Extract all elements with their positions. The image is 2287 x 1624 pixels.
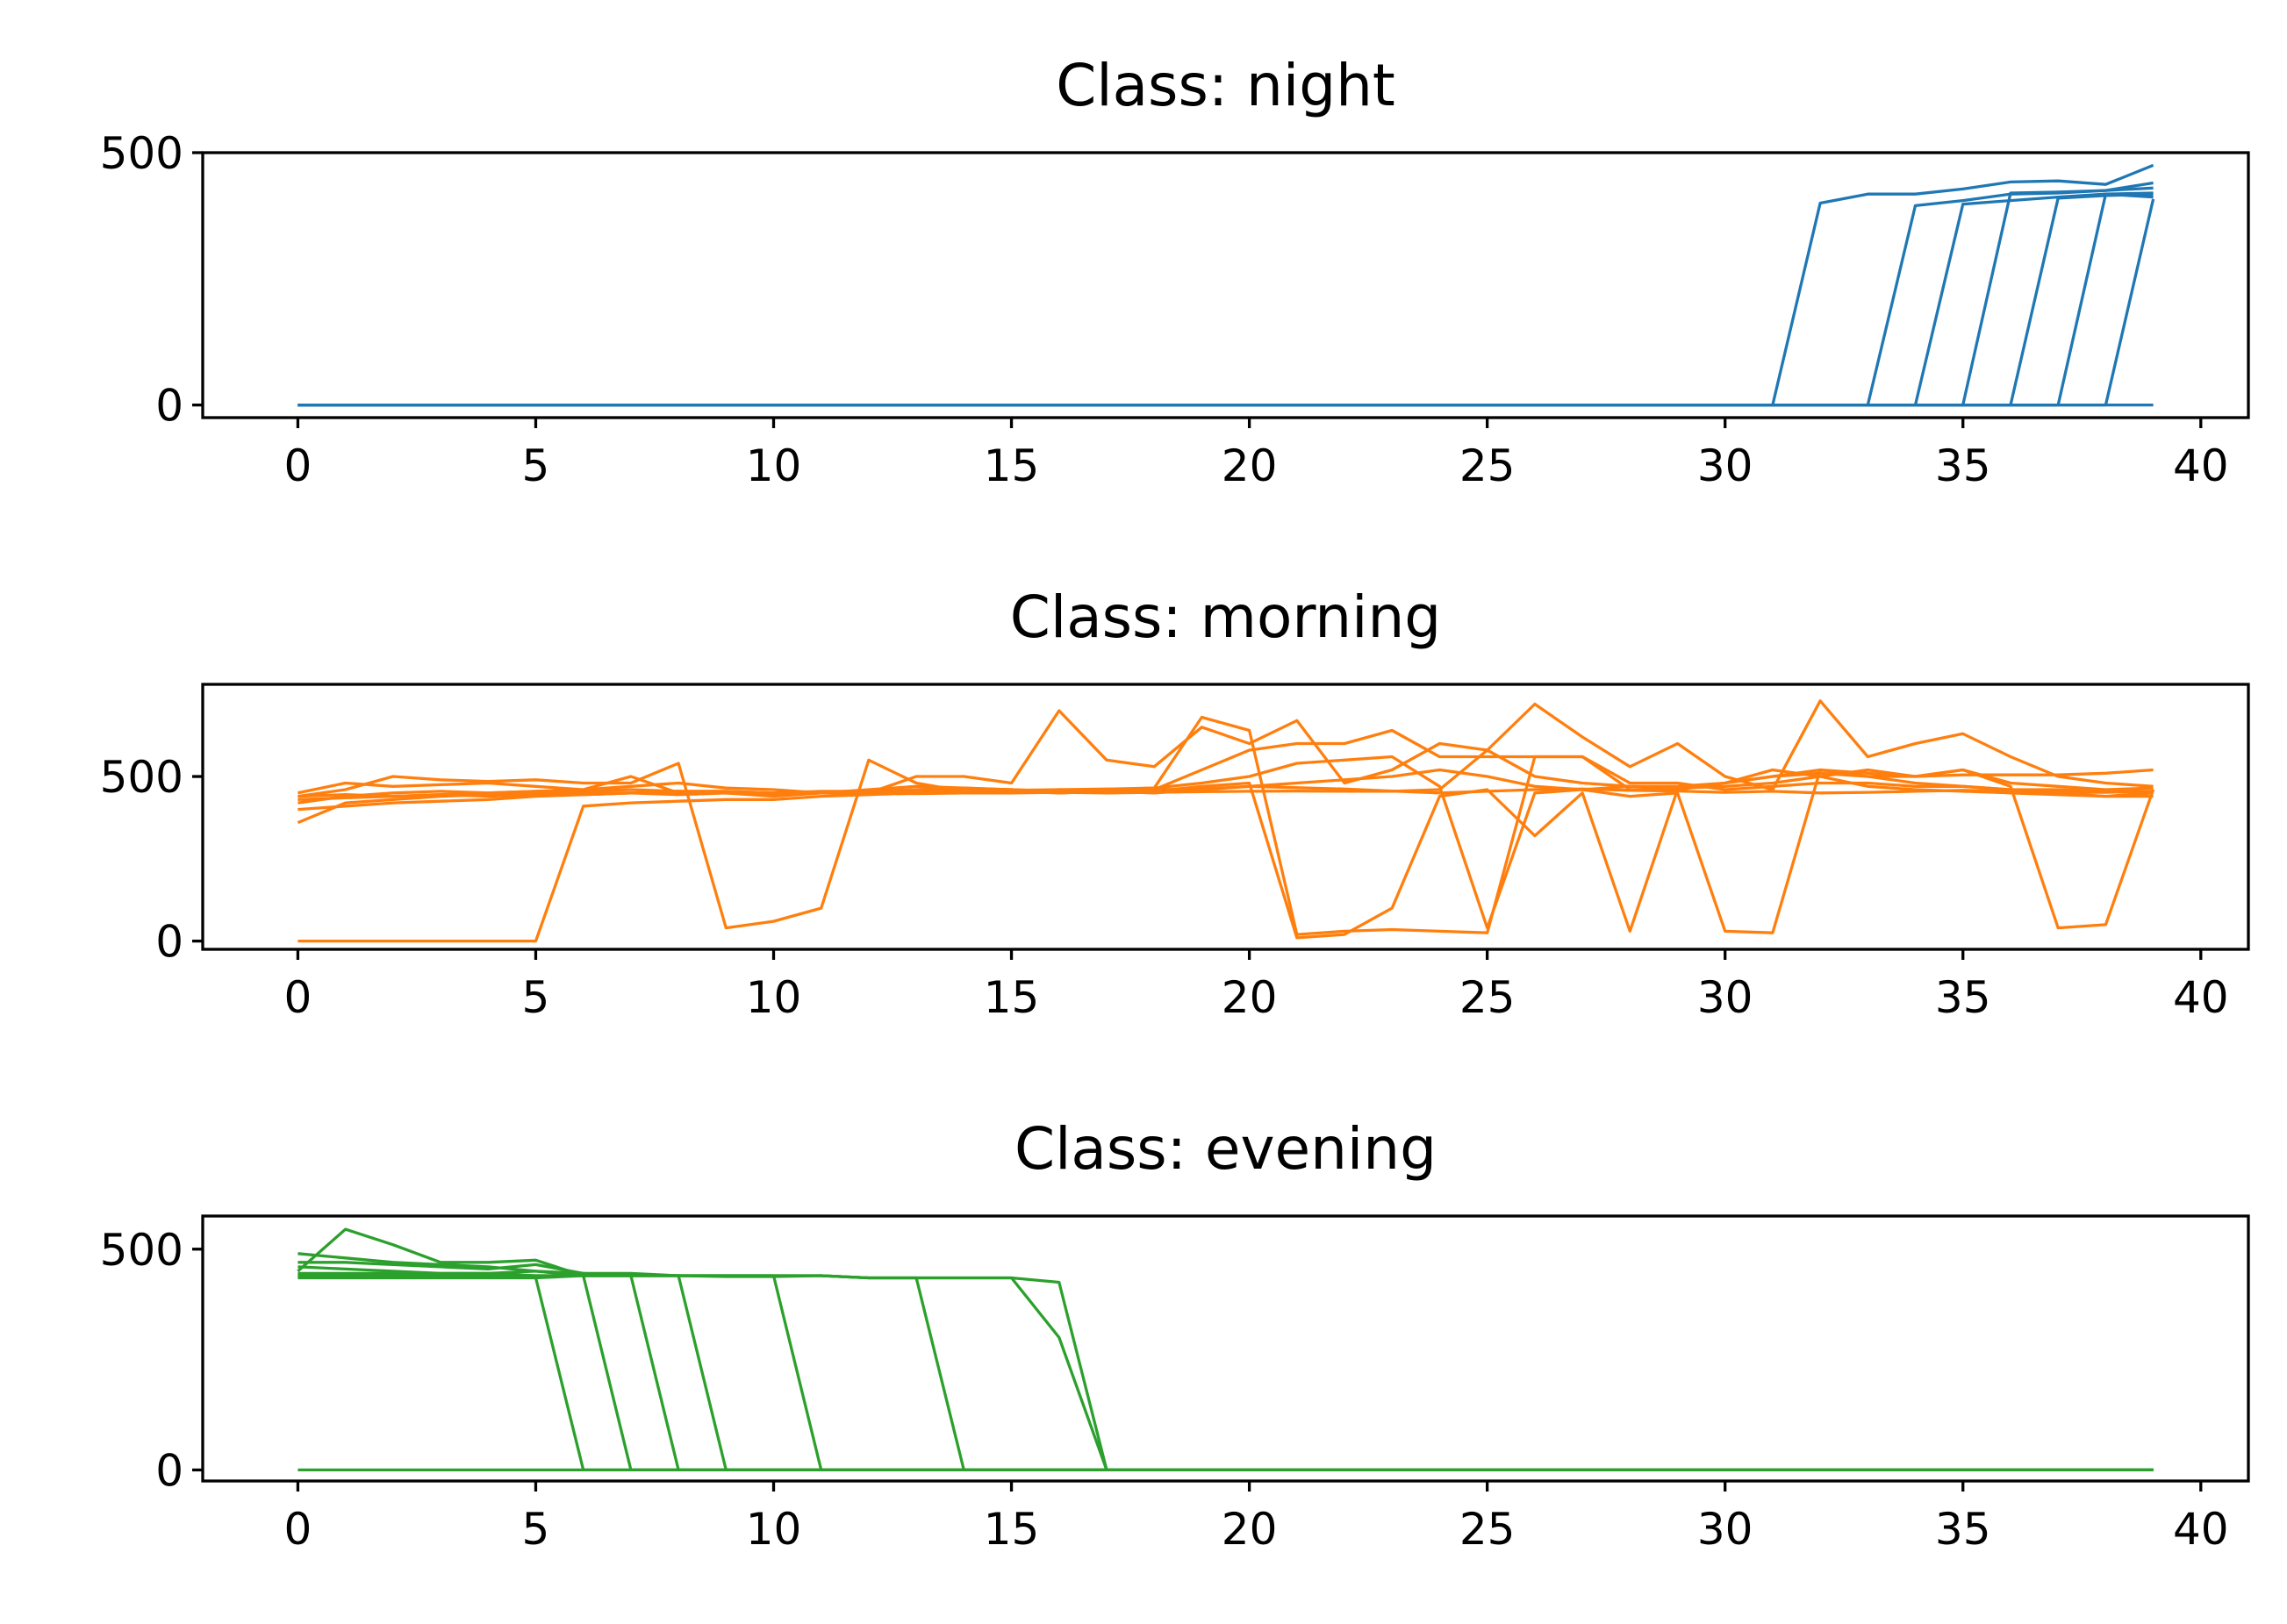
x-tick-label-morning-0: 0 [284,972,312,1023]
x-tick-label-night-40: 40 [2173,440,2229,491]
subplot-title-night: Class: night [1056,52,1395,119]
x-tick-label-morning-35: 35 [1935,972,1991,1023]
series-line-morning-1 [298,784,2154,943]
axes-frame-morning [201,683,2250,951]
x-tick-label-night-10: 10 [746,440,802,491]
series-line-night-2 [298,186,2154,407]
x-tick-label-morning-30: 30 [1697,972,1753,1023]
x-tick-label-night-30: 30 [1697,440,1753,491]
series-line-evening-5 [298,1271,2154,1472]
x-tick-label-evening-10: 10 [746,1504,802,1555]
x-tick-label-night-5: 5 [522,440,550,491]
series-group-night [298,163,2155,407]
x-tick-label-night-25: 25 [1459,440,1516,491]
axes-frame-night [201,151,2250,419]
x-tick-label-evening-5: 5 [522,1504,550,1555]
x-tick-label-evening-0: 0 [284,1504,312,1555]
x-tick-label-night-35: 35 [1935,440,1991,491]
series-line-morning-7 [298,755,2154,930]
axes-frame-evening [201,1214,2250,1483]
x-tick-label-morning-5: 5 [522,972,550,1023]
series-group-morning [297,699,2155,943]
x-tick-label-evening-15: 15 [984,1504,1040,1555]
x-tick-label-morning-25: 25 [1459,972,1516,1023]
y-tick-label-evening-0: 0 [155,1445,183,1496]
y-tick-label-morning-500: 500 [100,752,183,803]
subplot-title-morning: Class: morning [1010,583,1441,651]
series-line-evening-6 [298,1265,2154,1472]
y-tick-label-morning-0: 0 [155,917,183,968]
x-tick-label-morning-10: 10 [746,972,802,1023]
x-tick-label-evening-20: 20 [1222,1504,1278,1555]
series-group-evening [297,1227,2154,1472]
x-tick-label-evening-25: 25 [1459,1504,1516,1555]
y-tick-label-night-0: 0 [155,381,183,432]
x-tick-label-evening-40: 40 [2173,1504,2229,1555]
series-line-morning-3 [298,758,2154,934]
series-line-morning-4 [298,699,2154,805]
series-line-evening-7 [298,1274,2154,1472]
subplot-title-evening: Class: evening [1014,1115,1437,1183]
subplot-night: Class: night 0 5 10 15 20 25 30 35 40 0 500 [100,52,2250,491]
subplot-morning: Class: morning 0 5 10 15 20 25 30 35 40 0 500 [100,583,2250,1023]
series-line-night-1 [298,163,2154,407]
y-tick-label-night-500: 500 [100,128,183,179]
series-line-morning-8 [298,728,2154,798]
series-line-evening-1 [297,1227,2154,1472]
x-tick-label-night-20: 20 [1222,440,1278,491]
subplot-evening: Class: evening 0 5 10 15 20 25 30 35 40 0 500 [100,1115,2250,1555]
x-tick-label-evening-35: 35 [1935,1504,1991,1555]
x-tick-label-evening-30: 30 [1697,1504,1753,1555]
x-tick-label-morning-20: 20 [1222,972,1278,1023]
series-line-evening-8 [298,1274,2154,1472]
x-tick-label-morning-15: 15 [984,972,1040,1023]
y-tick-label-evening-500: 500 [100,1225,183,1276]
x-tick-label-morning-40: 40 [2173,972,2229,1023]
x-tick-label-night-0: 0 [284,440,312,491]
x-tick-label-night-15: 15 [984,440,1040,491]
